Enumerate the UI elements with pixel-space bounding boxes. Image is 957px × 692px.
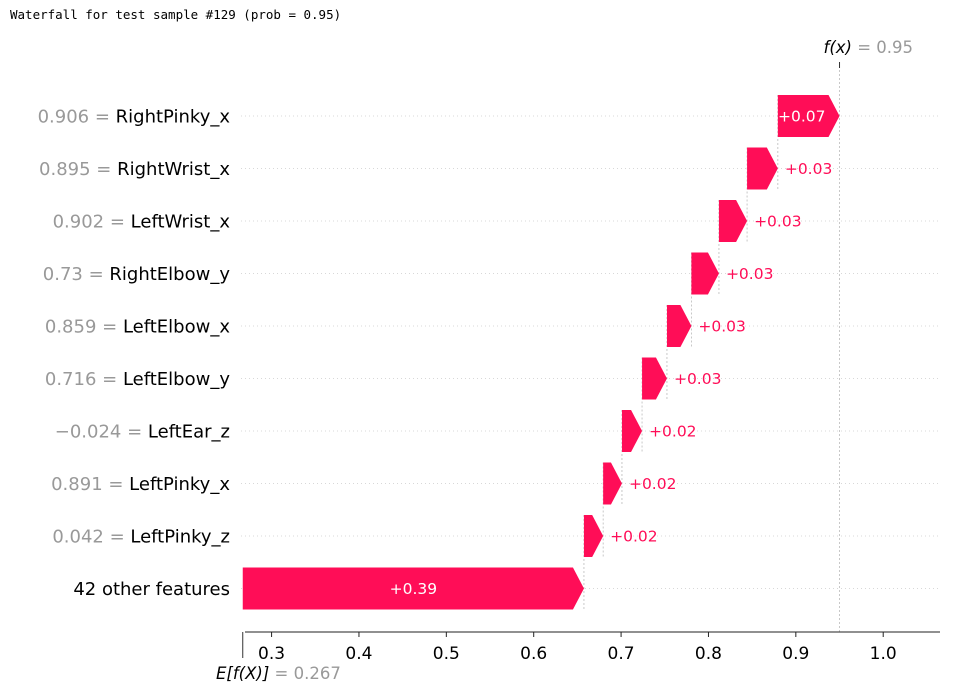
bar-value-label: +0.03	[785, 160, 833, 178]
feature-label: 0.042 = LeftPinky_z	[52, 527, 230, 548]
waterfall-bar	[621, 410, 643, 452]
feature-label: 0.902 = LeftWrist_x	[53, 212, 231, 233]
x-tick-label: 0.8	[695, 644, 722, 664]
bar-value-label: +0.02	[610, 528, 658, 546]
waterfall-bar	[691, 252, 719, 295]
bar-value-label: +0.02	[649, 423, 697, 441]
grid-layer	[241, 62, 940, 632]
bar-value-label: +0.03	[726, 265, 774, 283]
feature-label: 42 other features	[73, 579, 230, 600]
feature-label: 0.906 = RightPinky_x	[38, 107, 231, 128]
feature-label: 0.891 = LeftPinky_x	[51, 474, 230, 495]
feature-label: 0.859 = LeftElbow_x	[45, 317, 230, 338]
x-tick-label: 0.9	[782, 644, 809, 664]
waterfall-bar	[718, 200, 748, 242]
waterfall-bar	[242, 567, 584, 610]
x-tick-label: 0.6	[520, 644, 547, 664]
waterfall-bar	[642, 357, 667, 400]
output-value-label: f(x) = 0.95	[824, 38, 914, 57]
feature-label: −0.024 = LeftEar_z	[55, 422, 230, 443]
bar-value-label: +0.02	[629, 475, 677, 493]
feature-label: 0.716 = LeftElbow_y	[45, 369, 230, 390]
bar-value-label: +0.03	[698, 318, 746, 336]
x-tick-label: 1.0	[870, 644, 897, 664]
bar-value-label: +0.03	[754, 213, 802, 231]
feature-label: 0.73 = RightElbow_y	[43, 264, 231, 285]
base-value-label: E[f(X)] = 0.267	[216, 664, 341, 683]
feature-label: 0.895 = RightWrist_x	[39, 159, 230, 180]
bar-value-label: +0.03	[674, 370, 722, 388]
waterfall-bar	[777, 95, 840, 137]
x-axis: 0.3 0.4 0.5 0.6 0.7 0.8 0.9 1.0 E[f(X)] = 0.267 f…	[216, 38, 940, 683]
waterfall-bar	[603, 462, 622, 505]
waterfall-bar	[747, 147, 778, 190]
bar-value-label: +0.07	[778, 108, 826, 126]
chart-title: Waterfall for test sample #129 (prob = 0…	[10, 7, 342, 22]
x-tick-label: 0.4	[345, 644, 372, 664]
waterfall-bar	[583, 515, 604, 557]
x-tick-label: 0.5	[433, 644, 460, 664]
x-tick-label: 0.3	[258, 644, 285, 664]
waterfall-bar	[666, 305, 692, 347]
bar-value-label: +0.39	[390, 580, 438, 598]
x-tick-label: 0.7	[608, 644, 635, 664]
labels-layer: +0.07 0.906 = RightPinky_x +0.03 0.895 = Ri…	[38, 107, 833, 601]
bars-layer	[242, 95, 840, 610]
